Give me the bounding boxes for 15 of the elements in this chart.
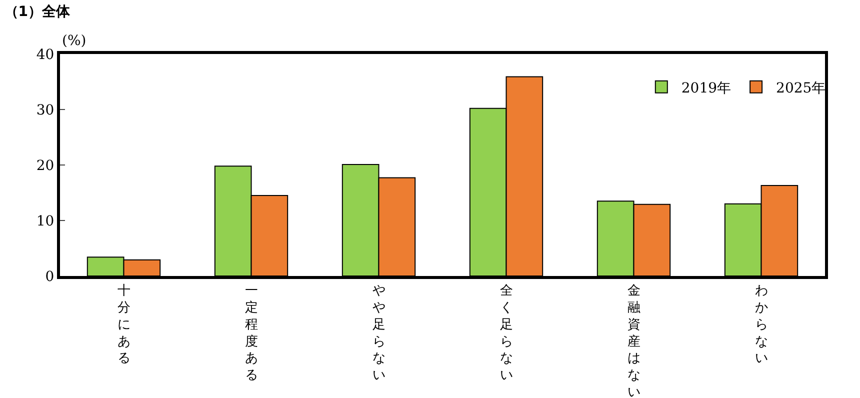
y-tick-label: 10 [36,213,54,230]
x-tick-label: 十分にある [117,284,130,366]
legend-label: 2019年 [681,80,732,96]
legend-label: 2025年 [776,80,826,96]
x-tick-label: 全く足らない [500,284,513,384]
y-tick-label: 30 [36,102,54,118]
y-axis-title: (%) [62,33,86,49]
chart-title: （1）全体 [4,4,72,20]
x-tick-label: 一定程度ある [244,284,258,384]
y-tick-label: 40 [36,46,54,63]
x-tick-label: やや足らない [372,284,386,384]
x-tick-label: 金融資産はない [627,284,640,398]
y-tick-label: 20 [36,158,54,174]
y-tick-label: 0 [45,268,54,285]
x-tick-label: わからない [754,284,768,366]
